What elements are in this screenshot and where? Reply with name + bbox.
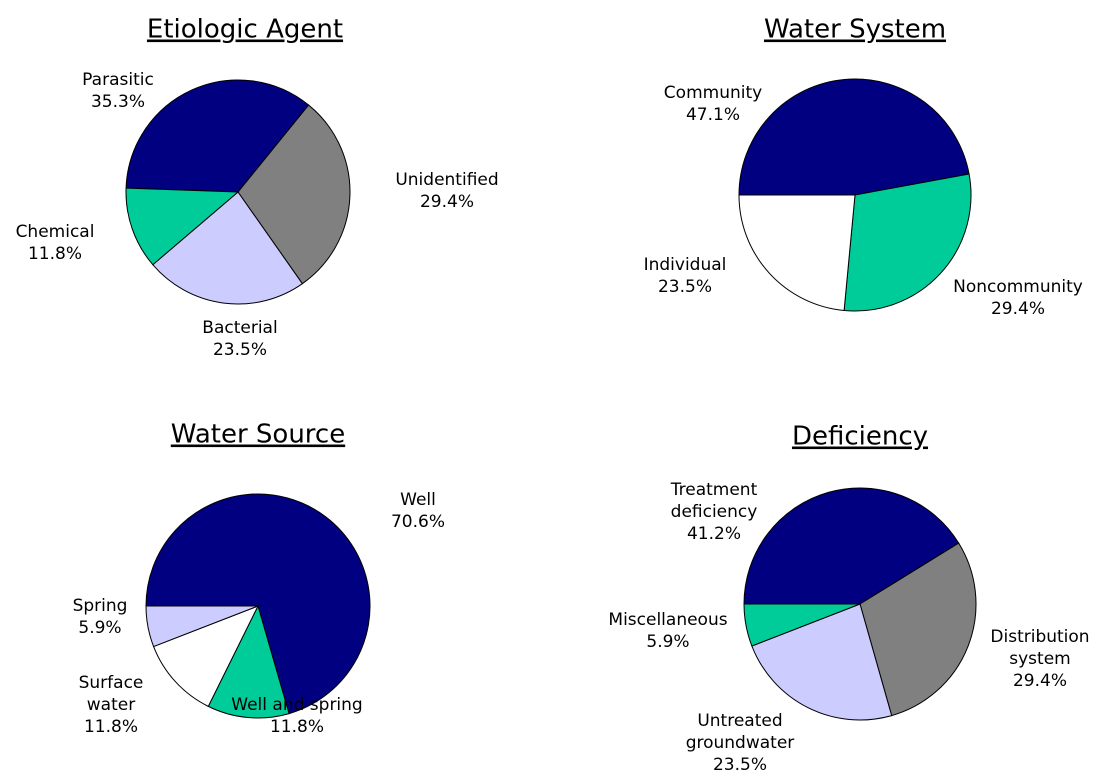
slice-label: Untreated groundwater — [686, 711, 795, 753]
value-label: 29.4% — [991, 299, 1045, 319]
slice-label: Miscellaneous — [608, 610, 727, 630]
slice-label: Noncommunity — [953, 277, 1083, 297]
pie-slice — [125, 79, 310, 193]
value-label: 23.5% — [213, 340, 267, 360]
value-label: 11.8% — [270, 717, 324, 737]
pie-slice — [207, 604, 290, 719]
slice-label: Well — [400, 490, 436, 510]
pie-slice — [152, 605, 260, 708]
pie-slice — [237, 104, 351, 285]
slice-label: Community — [664, 83, 762, 103]
value-label: 23.5% — [658, 277, 712, 297]
pie-slice — [859, 542, 977, 717]
value-label: 29.4% — [420, 192, 474, 212]
chart-title: Deficiency — [792, 422, 928, 452]
slice-label: Unidentified — [395, 170, 498, 190]
chart-title: Water Source — [171, 420, 345, 450]
pie-slice — [738, 78, 970, 196]
value-label: 11.8% — [84, 717, 138, 737]
slice-label: Distribution system — [990, 627, 1089, 669]
pie-slice — [125, 187, 240, 266]
slice-label: Individual — [644, 255, 727, 275]
value-label: 47.1% — [686, 105, 740, 125]
slice-label: Spring — [73, 596, 128, 616]
pie-slice — [145, 493, 371, 715]
pie-slice — [751, 603, 893, 721]
slice-label: Surface water — [79, 673, 144, 715]
pie-slice — [152, 191, 304, 305]
pie-slice — [145, 605, 259, 648]
slice-label: Treatment deficiency — [670, 480, 758, 522]
pie-slice — [743, 487, 960, 605]
value-label: 11.8% — [28, 244, 82, 264]
chart-title: Etiologic Agent — [147, 15, 343, 45]
value-label: 5.9% — [78, 618, 121, 638]
slice-label: Well and spring — [231, 695, 362, 715]
value-label: 35.3% — [91, 92, 145, 112]
slice-label: Parasitic — [82, 70, 154, 90]
pie-slice — [743, 603, 861, 647]
pie-slice — [843, 173, 972, 312]
value-label: 5.9% — [646, 632, 689, 652]
slice-label: Bacterial — [202, 318, 277, 338]
pie-slice — [738, 194, 856, 312]
slice-label: Chemical — [16, 222, 95, 242]
value-label: 23.5% — [713, 755, 767, 775]
chart-title: Water System — [764, 15, 946, 45]
value-label: 70.6% — [391, 512, 445, 532]
value-label: 29.4% — [1013, 671, 1067, 691]
value-label: 41.2% — [687, 524, 741, 544]
